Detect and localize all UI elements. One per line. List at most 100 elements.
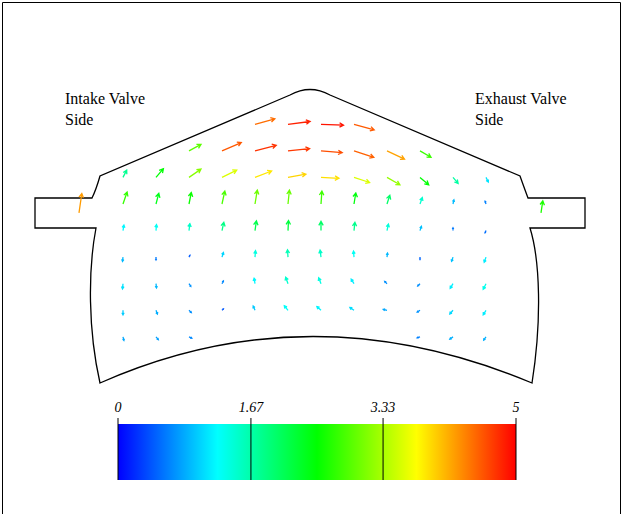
vector-arrow — [122, 310, 124, 315]
vector-arrow — [319, 191, 323, 204]
vector-arrow — [350, 308, 354, 311]
vector-arrow — [386, 253, 388, 257]
colorbar-tick — [383, 418, 384, 480]
vector-arrow — [286, 221, 290, 231]
annotation-line: Intake Valve — [65, 90, 145, 107]
vector-arrow — [156, 310, 158, 314]
vector-arrow — [122, 257, 124, 261]
vector-arrow — [420, 226, 422, 230]
vector-arrow — [483, 310, 486, 315]
vector-arrow — [387, 195, 391, 204]
vector-arrow — [288, 147, 310, 151]
vector-arrow — [285, 277, 288, 283]
vector-arrow — [189, 337, 192, 338]
vector-arrow — [156, 169, 163, 178]
vector-arrow — [255, 118, 275, 125]
vector-arrow — [450, 337, 453, 339]
vector-arrow — [188, 224, 191, 231]
vectors — [79, 118, 544, 341]
vector-arrow — [287, 190, 291, 204]
colorbar-label: 1.67 — [239, 400, 265, 415]
vector-arrow — [354, 151, 374, 158]
vector-arrow — [485, 231, 486, 233]
vector-arrow — [189, 169, 201, 177]
frame — [3, 3, 621, 514]
vector-arrow — [354, 124, 374, 131]
vector-arrow — [189, 310, 191, 312]
vector-arrow — [189, 255, 190, 257]
vector-arrow — [352, 251, 355, 257]
chamber-outline — [35, 90, 585, 384]
vector-arrow — [318, 278, 321, 284]
vector-arrow — [188, 193, 192, 205]
colorbar-label: 0 — [115, 400, 122, 415]
vector-arrow — [123, 337, 125, 341]
annotation: Exhaust Valve Side — [475, 90, 567, 128]
vector-arrow — [254, 251, 257, 257]
vector-arrow — [284, 306, 288, 311]
vector-arrow — [451, 257, 453, 261]
vector-arrow — [156, 337, 158, 340]
vector-arrow — [418, 284, 420, 286]
vector-arrow — [288, 173, 306, 178]
vector-arrow — [222, 142, 241, 151]
vector-arrow — [484, 257, 487, 262]
vector-arrow — [253, 306, 255, 310]
vector-arrow — [483, 284, 486, 290]
colorbar-label: 3.33 — [370, 400, 396, 415]
vector-arrow — [387, 151, 405, 160]
vector-arrow — [452, 228, 453, 231]
vector-arrow — [255, 190, 259, 204]
vector-arrow — [221, 222, 225, 230]
vector-arrow — [486, 177, 488, 182]
vector-arrow — [317, 307, 321, 311]
vector-arrow — [387, 177, 400, 184]
vector-arrow — [319, 221, 323, 230]
vector-arrow — [255, 144, 276, 151]
vector-arrow — [484, 337, 486, 340]
vector-arrow — [189, 144, 201, 151]
vector-arrow — [386, 224, 389, 231]
vector-arrow — [222, 281, 223, 284]
vector-arrow — [122, 225, 125, 231]
annotation: Intake ValveSide — [65, 90, 145, 128]
vector-arrow — [540, 201, 544, 213]
vector-arrow — [453, 177, 458, 183]
vector-arrow — [485, 201, 486, 204]
annotation-line: Side — [475, 111, 503, 128]
colorbar — [118, 424, 516, 480]
vector-arrow — [450, 284, 453, 289]
vector-arrow — [321, 150, 342, 154]
vector-arrow — [450, 310, 453, 314]
vector-arrow — [351, 279, 354, 284]
vector-arrow — [123, 192, 128, 204]
vector-arrow — [189, 284, 191, 287]
vector-arrow — [253, 278, 256, 284]
colorbar-tick — [250, 418, 251, 480]
vector-arrow — [353, 222, 357, 230]
vector-arrow — [453, 200, 455, 204]
vector-arrow — [123, 170, 127, 177]
figure: Intake ValveSide Exhaust Valve Side 0 1.67 3.… — [0, 0, 623, 514]
vector-arrow — [420, 177, 429, 184]
vector-arrow — [319, 250, 322, 257]
vector-arrow — [417, 310, 420, 312]
vector-arrow — [286, 250, 290, 257]
vector-arrow — [354, 177, 370, 183]
vector-arrow — [155, 257, 156, 260]
vector-arrow — [155, 284, 157, 288]
annotation-line: Exhaust Valve — [475, 90, 567, 107]
vector-arrow — [222, 253, 224, 258]
vector-arrow — [383, 309, 387, 311]
vector-arrow — [222, 309, 223, 310]
colorbar-tick — [118, 418, 119, 480]
vector-arrow — [417, 337, 420, 338]
vector-arrow — [419, 257, 420, 259]
vector-arrow — [122, 284, 125, 289]
vector-arrow — [156, 193, 160, 204]
vector-arrow — [254, 221, 258, 231]
vector-arrow — [420, 151, 431, 157]
colorbar-label: 5 — [513, 400, 520, 415]
colorbar-tick — [516, 418, 517, 480]
vector-arrow — [353, 193, 357, 204]
